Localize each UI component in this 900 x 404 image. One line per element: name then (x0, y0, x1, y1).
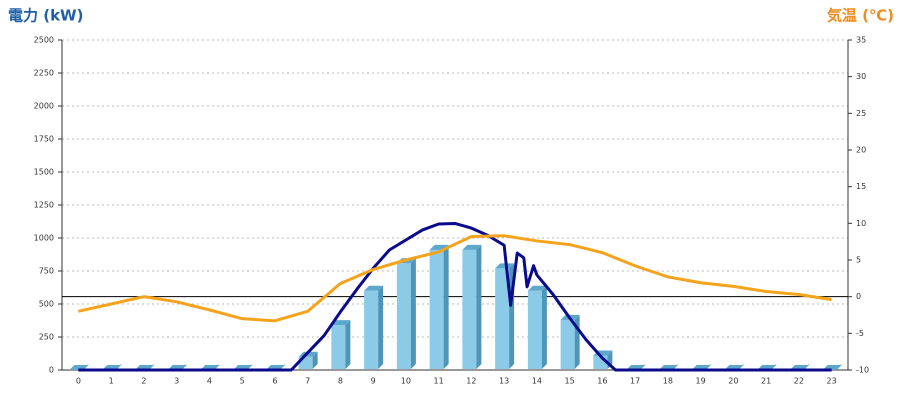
y-tick-label: 250 (39, 333, 54, 342)
y-tick-label: 750 (39, 267, 54, 276)
bar-side (410, 258, 416, 369)
y2-tick-label: 25 (856, 109, 866, 118)
y2-tick-label: 35 (856, 36, 866, 45)
y-tick-label: 1000 (34, 234, 54, 243)
bar-top (331, 320, 351, 326)
bar (364, 290, 379, 369)
bar-side (345, 320, 351, 369)
x-tick-label: 4 (207, 377, 212, 386)
x-tick-label: 3 (174, 377, 179, 386)
bar-side (574, 314, 580, 369)
x-tick-label: 10 (401, 377, 411, 386)
x-tick-label: 16 (597, 377, 607, 386)
x-tick-label: 23 (827, 377, 837, 386)
x-tick-label: 1 (109, 377, 114, 386)
x-tick-label: 6 (272, 377, 277, 386)
bar (560, 319, 575, 369)
y-tick-label: 1250 (34, 201, 54, 210)
y2-title: 気温 (℃) (827, 7, 894, 25)
bar (429, 249, 444, 369)
bar (396, 263, 411, 369)
x-tick-label: 19 (696, 377, 706, 386)
x-tick-label: 14 (532, 377, 542, 386)
y2-tick-label: 15 (856, 182, 866, 191)
bar-side (443, 244, 449, 369)
bar-side (312, 351, 318, 369)
bar-side (476, 244, 482, 369)
x-tick-label: 17 (630, 377, 640, 386)
y2-tick-label: 5 (856, 256, 861, 265)
y-tick-label: 1750 (34, 135, 54, 144)
y2-tick-label: -10 (856, 366, 869, 375)
y2-tick-label: 30 (856, 72, 866, 81)
x-tick-label: 15 (565, 377, 575, 386)
bar-side (378, 285, 384, 369)
x-tick-label: 7 (305, 377, 310, 386)
bar-top (364, 285, 384, 291)
bar-side (541, 285, 547, 369)
y-tick-label: 500 (39, 300, 54, 309)
y-tick-label: 2000 (34, 102, 54, 111)
y2-tick-label: 10 (856, 219, 866, 228)
x-tick-label: 18 (663, 377, 673, 386)
chart-title: 電力 (kW) (8, 7, 83, 25)
x-tick-label: 11 (434, 377, 444, 386)
x-tick-label: 12 (466, 377, 476, 386)
bar-top (495, 263, 515, 269)
y2-tick-label: -5 (856, 329, 864, 338)
y-tick-label: 1500 (34, 168, 54, 177)
y-tick-label: 2500 (34, 36, 54, 45)
x-tick-label: 22 (794, 377, 804, 386)
y2-tick-label: 0 (856, 292, 861, 301)
x-tick-label: 0 (76, 377, 81, 386)
bar (495, 268, 510, 369)
x-tick-label: 20 (728, 377, 738, 386)
bar (527, 290, 542, 369)
y2-tick-label: 20 (856, 146, 866, 155)
y-tick-label: 2250 (34, 69, 54, 78)
bar (462, 249, 477, 369)
x-tick-label: 5 (240, 377, 245, 386)
x-tick-label: 8 (338, 377, 343, 386)
x-tick-label: 13 (499, 377, 509, 386)
bar-top (527, 285, 547, 291)
x-tick-label: 2 (141, 377, 146, 386)
bar (331, 325, 346, 369)
bar-top (462, 244, 482, 250)
line (78, 234, 832, 323)
y-tick-label: 0 (49, 366, 54, 375)
x-tick-label: 21 (761, 377, 771, 386)
x-tick-label: 9 (371, 377, 376, 386)
